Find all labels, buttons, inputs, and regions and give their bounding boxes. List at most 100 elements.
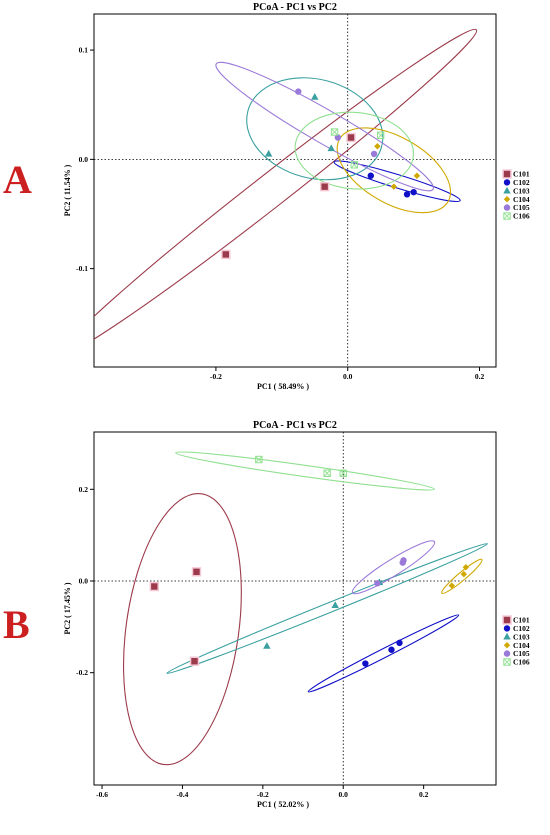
- ellipse-c103: [166, 543, 488, 674]
- x-tick-label: -0.2: [210, 372, 222, 381]
- point-c102-2: [403, 191, 411, 198]
- legend-label-c105: C105: [513, 203, 530, 212]
- point-c101-2: [321, 183, 328, 190]
- point-c101-3: [222, 251, 230, 258]
- point-c106-3-cross: [377, 131, 385, 139]
- legend-marker-c104: [503, 642, 511, 649]
- point-c106-1-cross: [331, 128, 339, 136]
- legend-marker-c101: [503, 616, 511, 624]
- plot-area: [94, 14, 496, 367]
- x-tick-label: -0.2: [257, 790, 269, 799]
- ellipse-c106: [294, 111, 415, 190]
- point-c102-3: [396, 639, 403, 647]
- point-c106-2-cross: [350, 161, 358, 169]
- pcoa-chart-b: PCoA - PC1 vs PC2 -0.6 -0.4 -0.2 0.0 0.2 -0.2 0…: [3, 420, 530, 809]
- legend-label-c104: C104: [513, 195, 530, 204]
- point-c103-1: [263, 642, 271, 649]
- point-c102-1: [362, 660, 369, 667]
- y-tick-label: -0.2: [76, 668, 88, 677]
- x-tick-label: 0.2: [475, 372, 485, 381]
- panel-letter: B: [3, 602, 30, 647]
- x-tick-label: -0.4: [177, 790, 189, 799]
- y-axis-label: PC2 ( 11.54% ): [63, 164, 72, 216]
- point-c105-3: [370, 150, 378, 158]
- point-c106-1: [330, 128, 339, 136]
- point-c105-3: [399, 559, 406, 566]
- point-c106-3: [339, 469, 347, 477]
- x-tick-label: 0.0: [343, 372, 353, 381]
- point-c102-2: [388, 646, 395, 653]
- point-c101-3: [191, 658, 198, 665]
- legend-label-c101: C101: [513, 170, 530, 179]
- ellipse-c103: [246, 77, 384, 181]
- point-c106-1-cross: [255, 455, 263, 464]
- point-c106-2: [323, 469, 331, 477]
- point-c103-1: [264, 149, 273, 157]
- y-tick-label: 0.0: [79, 576, 89, 585]
- legend-label-c103: C103: [513, 186, 530, 195]
- point-c105-1: [295, 88, 302, 95]
- point-c106-1: [255, 455, 263, 464]
- point-c103-2: [311, 93, 319, 100]
- legend-marker-c105: [503, 650, 511, 657]
- ellipse-c106: [175, 451, 435, 491]
- legend-label-c104: C104: [513, 641, 530, 650]
- y-tick-label: -0.1: [76, 264, 88, 273]
- plot-area: [94, 432, 496, 785]
- ellipse-c101: [123, 493, 242, 766]
- point-c104-2: [390, 183, 398, 190]
- legend-marker-c106: [503, 212, 511, 220]
- point-c102-3: [410, 188, 417, 196]
- point-c101-1: [151, 583, 158, 590]
- legend-marker-c106-cross: [503, 658, 511, 666]
- chart-panel-b: PCoA - PC1 vs PC2 -0.6 -0.4 -0.2 0.0 0.2 -0.2 0…: [0, 418, 550, 835]
- legend-marker-c103: [503, 186, 511, 194]
- ellipse-c105: [215, 61, 434, 192]
- legend-marker-c101: [503, 170, 511, 178]
- chart-panel-a: PCoA - PC1 vs PC2 -0.2 0.0 0.2 -0.1 0.0 0.1 PC1…: [0, 0, 550, 417]
- legend-label-c106: C106: [513, 658, 530, 667]
- y-tick-label: 0.1: [79, 46, 89, 55]
- point-c105-1: [374, 580, 381, 587]
- point-c102-1: [367, 172, 374, 179]
- chart-title: PCoA - PC1 vs PC2: [253, 2, 337, 13]
- point-c103-3: [327, 144, 335, 152]
- legend-label-c101: C101: [513, 616, 530, 625]
- ellipse-c104: [441, 558, 483, 595]
- legend-label-c102: C102: [513, 178, 530, 187]
- ellipse-c104: [336, 127, 452, 214]
- legend-label-c102: C102: [513, 624, 530, 633]
- x-axis-label: PC1 ( 52.02% ): [257, 800, 309, 809]
- plot-frame: [93, 431, 497, 786]
- point-c106-2: [350, 161, 359, 169]
- legend-marker-c102: [503, 179, 511, 186]
- point-c106-2-cross: [323, 469, 331, 477]
- legend-marker-c106-cross: [503, 212, 511, 220]
- point-c101-1: [347, 134, 355, 141]
- legend-marker-c105: [503, 204, 511, 211]
- ellipse-c105: [351, 540, 436, 595]
- point-c101-2: [193, 568, 200, 576]
- legend-marker-c106: [503, 658, 511, 666]
- pcoa-chart-a: PCoA - PC1 vs PC2 -0.2 0.0 0.2 -0.1 0.0 0.1 PC1…: [3, 2, 530, 391]
- point-c104-1: [374, 143, 381, 150]
- chart-title: PCoA - PC1 vs PC2: [253, 420, 337, 431]
- legend-marker-c102: [503, 625, 511, 632]
- point-c105-2: [334, 134, 342, 141]
- legend-label-c103: C103: [513, 632, 530, 641]
- ellipse-c101: [94, 28, 478, 356]
- point-c106-3: [376, 131, 385, 140]
- legend-label-c105: C105: [513, 649, 530, 658]
- legend-marker-c103: [503, 632, 511, 640]
- y-tick-label: 0.0: [79, 155, 89, 164]
- point-c103-2: [331, 601, 339, 608]
- x-tick-label: 0.2: [419, 790, 429, 799]
- y-tick-label: 0.2: [79, 485, 89, 494]
- panel-letter: A: [3, 157, 32, 202]
- legend-label-c106: C106: [513, 212, 530, 221]
- ellipse-c102: [307, 614, 460, 693]
- plot-frame: [93, 13, 497, 368]
- point-c106-3-cross: [339, 469, 347, 477]
- x-tick-label: -0.6: [96, 790, 108, 799]
- x-axis-label: PC1 ( 58.49% ): [257, 382, 309, 391]
